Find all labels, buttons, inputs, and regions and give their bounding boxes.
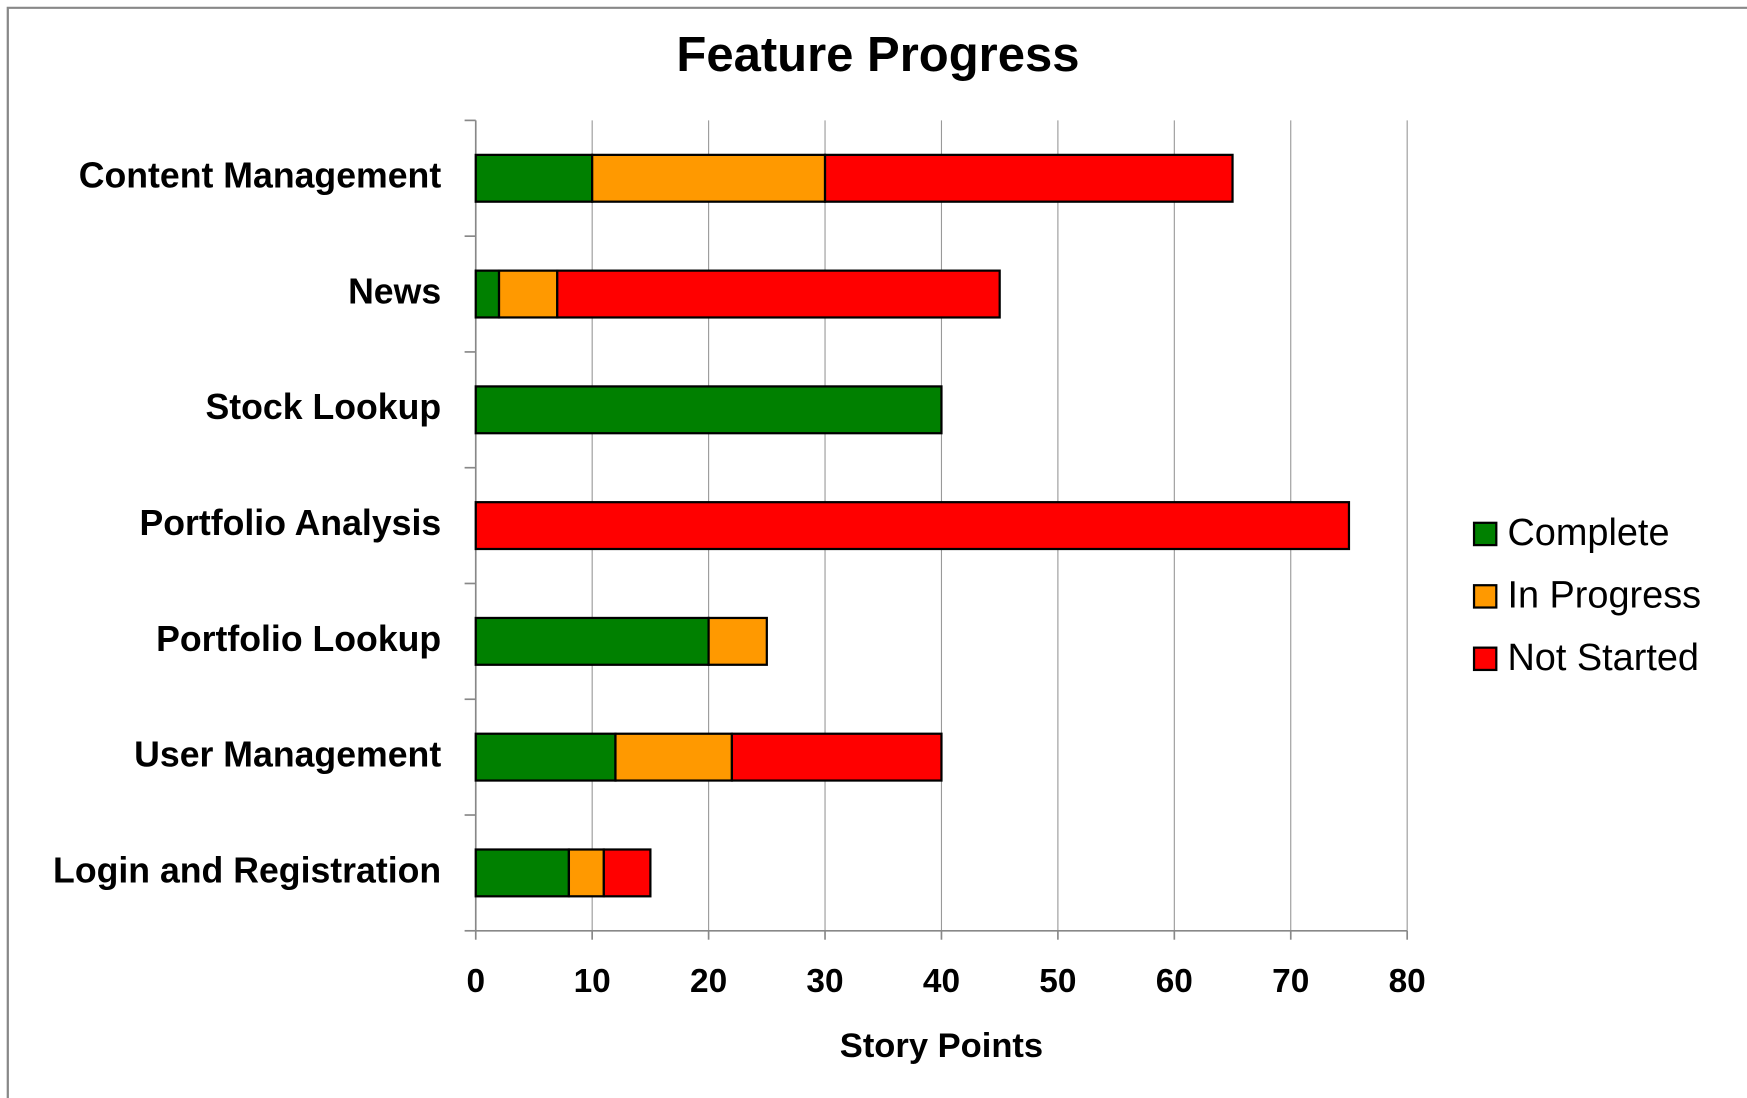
y-tick-label: News (348, 271, 441, 311)
y-tick-label: User Management (134, 735, 441, 775)
bar-segment (730, 732, 943, 782)
legend-swatch (1472, 584, 1498, 609)
bar-segment (497, 269, 559, 319)
x-tick-label: 50 (1039, 963, 1076, 1000)
chart-title: Feature Progress (676, 28, 1079, 82)
y-tick-label: Login and Registration (53, 850, 441, 890)
x-tick-label: 10 (574, 963, 611, 1000)
bar-segment (707, 616, 768, 666)
legend-label: Complete (1507, 512, 1669, 554)
bar-segment (823, 153, 1234, 203)
bar-segment (614, 732, 734, 782)
x-tick-label: 40 (923, 963, 960, 1000)
y-tick-label: Portfolio Lookup (156, 619, 441, 659)
legend-label: Not Started (1507, 637, 1699, 679)
x-axis-label: Story Points (840, 1027, 1043, 1065)
y-tick-label: Content Management (79, 156, 442, 196)
bar-segment (602, 848, 652, 898)
bar-segment (556, 269, 1001, 319)
x-tick-label: 0 (466, 963, 485, 1000)
bar-segment (474, 732, 617, 782)
x-tick-label: 70 (1272, 963, 1309, 1000)
bar-segment (474, 269, 501, 319)
bar-segment (474, 153, 594, 203)
bar-segment (474, 501, 1351, 551)
y-tick-label: Portfolio Analysis (139, 503, 441, 543)
bar-segment (567, 848, 605, 898)
y-tick-label: Stock Lookup (206, 387, 442, 427)
x-tick-label: 60 (1156, 963, 1193, 1000)
bar-segment (591, 153, 827, 203)
bar-segment (474, 616, 710, 666)
x-tick-label: 80 (1389, 963, 1426, 1000)
chart-border (6, 6, 1747, 1098)
x-tick-label: 30 (806, 963, 843, 1000)
x-tick-label: 20 (690, 963, 727, 1000)
bar-segment (474, 848, 571, 898)
legend-swatch (1472, 521, 1498, 547)
bar-segment (474, 385, 943, 435)
legend-swatch (1472, 646, 1498, 672)
legend-label: In Progress (1507, 575, 1701, 617)
